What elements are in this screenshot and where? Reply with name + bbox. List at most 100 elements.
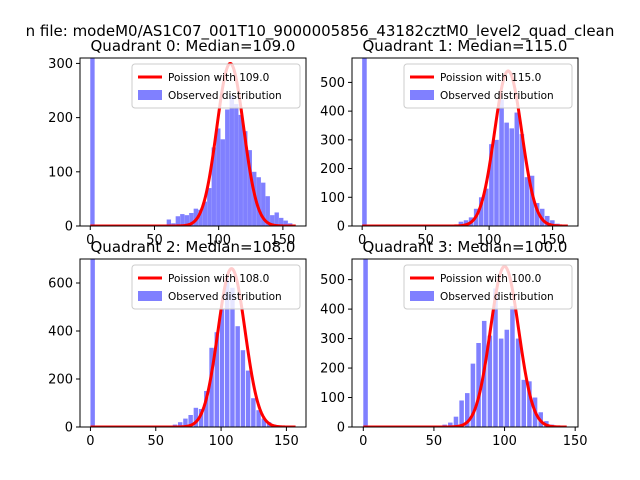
y-tick-label: 100 xyxy=(320,191,345,206)
histogram-bar xyxy=(465,393,470,427)
legend-label-poisson: Poission with 108.0 xyxy=(168,273,269,285)
legend-label-observed: Observed distribution xyxy=(440,90,554,102)
legend: Poission with 109.0 Observed distribution xyxy=(131,63,301,109)
histogram-bar xyxy=(363,259,368,427)
histogram-bar xyxy=(240,350,246,427)
y-tick-label: 200 xyxy=(320,162,345,177)
histogram-bar xyxy=(519,134,525,226)
x-tick-label: 50 xyxy=(146,233,163,248)
histogram-bar xyxy=(515,338,521,427)
histogram-bar xyxy=(225,109,230,226)
histogram-bar xyxy=(230,287,235,427)
x-tick-label: 0 xyxy=(359,434,367,449)
x-tick-label: 50 xyxy=(417,233,434,248)
poisson-curve xyxy=(89,61,297,226)
x-tick-label: 50 xyxy=(147,434,164,449)
x-tick-label: 150 xyxy=(563,434,588,449)
histogram-bar xyxy=(524,177,530,226)
histogram-bar xyxy=(216,128,221,226)
subplot-title: Quadrant 1: Median=115.0 xyxy=(363,37,568,55)
y-tick-label: 200 xyxy=(48,373,73,388)
histogram-bar xyxy=(463,220,469,226)
histogram-bar xyxy=(193,407,199,427)
histogram-bar xyxy=(550,220,555,226)
legend-bar-swatch xyxy=(138,291,162,301)
histogram-bar xyxy=(510,306,515,427)
legend-label-observed: Observed distribution xyxy=(440,291,554,303)
histogram-bar xyxy=(484,188,489,226)
histogram-bar xyxy=(225,278,230,427)
histogram-bar xyxy=(207,188,212,226)
histogram-bar xyxy=(220,139,225,226)
legend-bar-swatch xyxy=(138,90,162,100)
legend-box xyxy=(131,63,301,109)
histogram-bar xyxy=(478,197,484,226)
histogram-bar xyxy=(514,112,520,226)
subplot-grid: 0 50 100 150 0 100 200 300 Quadrant 0: Median=10… xyxy=(48,37,587,449)
y-tick-label: 400 xyxy=(48,325,73,340)
histogram-bar xyxy=(235,326,240,427)
axes-frame xyxy=(351,57,579,227)
x-tick-label: 50 xyxy=(426,434,443,449)
histogram-bar xyxy=(498,338,504,427)
x-tick-label: 100 xyxy=(492,434,517,449)
y-tick-label: 400 xyxy=(320,303,345,318)
histogram-bar xyxy=(493,288,498,427)
y-tick-label: 300 xyxy=(320,133,345,148)
y-tick-label: 0 xyxy=(65,220,73,235)
y-tick-label: 200 xyxy=(320,362,345,377)
histogram-bar xyxy=(204,391,209,427)
legend: Poission with 115.0 Observed distribution xyxy=(403,63,573,109)
histogram-bar xyxy=(202,201,207,226)
histogram-bar xyxy=(243,131,248,226)
y-tick-label: 100 xyxy=(48,165,73,180)
histogram-bar xyxy=(256,177,261,226)
histogram-bar xyxy=(256,410,261,427)
x-tick-label: 150 xyxy=(274,434,299,449)
y-tick-label: 100 xyxy=(320,391,345,406)
histogram-bar xyxy=(489,144,494,226)
poisson-curve xyxy=(362,264,568,427)
histogram-bar xyxy=(175,216,181,226)
x-tick-label: 0 xyxy=(358,233,366,248)
histogram-bar xyxy=(198,409,204,427)
histogram-bar xyxy=(470,363,476,427)
subplot-quadrant-2: 0 50 100 150 0 200 400 600 Quadrant 2: Median=10… xyxy=(48,238,307,449)
subplot-title: Quadrant 3: Median=100.0 xyxy=(363,238,568,256)
histogram-bar xyxy=(180,214,185,226)
histogram-bar xyxy=(234,104,239,226)
histogram-bar xyxy=(274,212,279,226)
histogram-bar xyxy=(283,220,288,226)
poisson-curve xyxy=(89,267,297,427)
y-tick-label: 400 xyxy=(320,105,345,120)
axes-frame xyxy=(351,258,579,428)
histogram-bar xyxy=(458,221,464,226)
x-tick-label: 150 xyxy=(270,233,295,248)
histogram-bar xyxy=(219,309,225,427)
legend-label-poisson: Poission with 100.0 xyxy=(440,273,541,285)
legend-box xyxy=(131,264,301,310)
histogram-bar xyxy=(504,329,510,427)
histogram-bar xyxy=(499,99,504,226)
legend: Poission with 100.0 Observed distribution xyxy=(403,264,573,310)
legend-label-poisson: Poission with 109.0 xyxy=(168,72,269,84)
figure-suptitle: n file: modeM0/AS1C07_001T10_9000005856_… xyxy=(26,22,615,41)
histogram-bar xyxy=(279,217,284,226)
y-tick-label: 300 xyxy=(320,332,345,347)
x-tick-label: 100 xyxy=(209,434,234,449)
plot-area xyxy=(361,58,569,226)
x-tick-label: 100 xyxy=(206,233,231,248)
histogram-bar xyxy=(166,219,172,226)
y-tick-label: 300 xyxy=(48,57,73,72)
histogram-bar xyxy=(509,128,515,226)
histogram-bar xyxy=(251,398,256,427)
histogram-bar xyxy=(184,215,190,226)
histogram-bar xyxy=(534,203,540,226)
axes-frame xyxy=(79,258,307,428)
plot-area xyxy=(362,259,568,427)
histogram-bar xyxy=(459,400,464,427)
subplot-quadrant-0: 0 50 100 150 0 100 200 300 Quadrant 0: Median=10… xyxy=(48,37,307,248)
plot-area xyxy=(89,58,297,226)
histogram-bar xyxy=(476,343,481,427)
